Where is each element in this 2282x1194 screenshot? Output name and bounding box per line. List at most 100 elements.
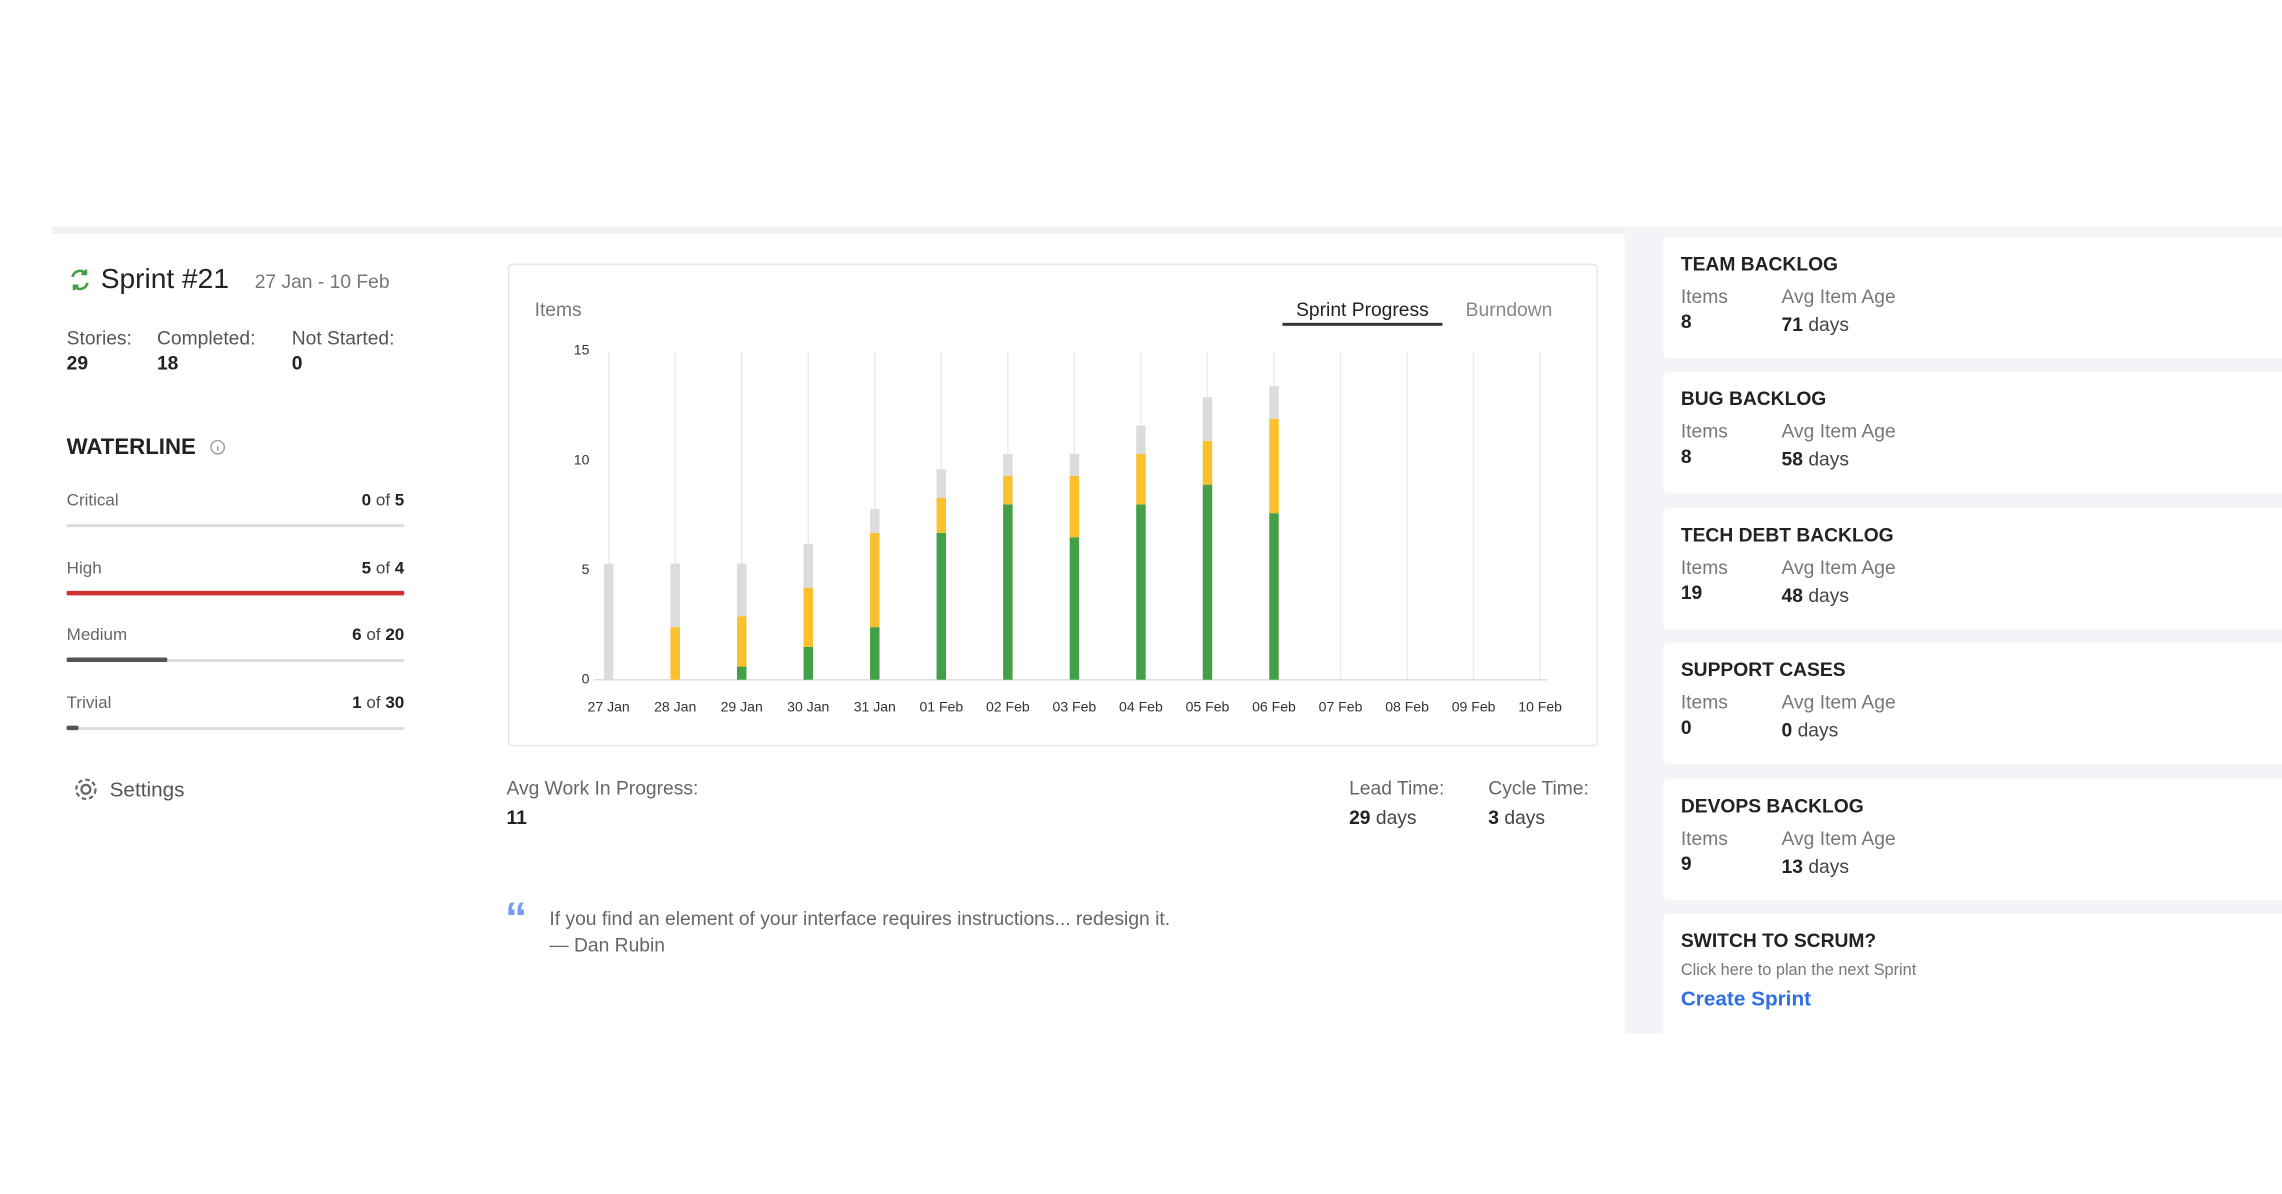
scrum-text: Click here to plan the next Sprint: [1681, 963, 1916, 979]
card-label: Avg Item Age: [1782, 422, 1896, 441]
bar-segment: [1202, 440, 1213, 485]
card-title: BUG BACKLOG: [1681, 389, 1826, 408]
card-label-part: Avg Item Age: [1781, 555, 1896, 578]
bar-segment: [1069, 537, 1080, 680]
create-sprint-link[interactable]: Create Sprint: [1681, 988, 1811, 1009]
bar-segment: [1003, 475, 1013, 505]
card-value-part: 8: [1680, 445, 1692, 468]
bar-segment: [870, 627, 880, 680]
bar-segment: [1269, 386, 1279, 419]
svg-text:“: “: [505, 894, 527, 943]
bar-segment: [803, 646, 813, 680]
info-icon: [210, 439, 226, 455]
bar-segment: [936, 532, 947, 680]
bar-segment: [736, 666, 747, 680]
card-value-part: days: [1797, 719, 1839, 742]
waterline-label-part: High: [66, 559, 102, 578]
tab[interactable]: Sprint Progress: [1296, 300, 1429, 319]
card-value-part: 9: [1680, 851, 1692, 874]
settings-link-part[interactable]: Settings: [109, 777, 185, 802]
bar-segment: [736, 616, 747, 667]
card-title: TECH DEBT BACKLOG: [1681, 525, 1894, 544]
x-tick-label: 30 Jan: [787, 699, 829, 715]
bar-segment: [603, 563, 614, 680]
tab-part[interactable]: Sprint Progress: [1296, 298, 1429, 321]
y-axis-label-part: Items: [534, 298, 582, 321]
waterline-count-part: of: [375, 492, 391, 510]
metric-value-part: days: [1375, 806, 1417, 829]
stat-label: Not Started:: [292, 328, 395, 347]
waterline-bar: [66, 590, 405, 595]
waterline-count-part: 6: [352, 627, 362, 646]
bar-segment: [1269, 418, 1279, 514]
card-value: 8: [1681, 312, 1692, 331]
x-tick-label: 28 Jan: [654, 699, 696, 715]
bar-segment: [736, 563, 747, 617]
waterline-count: 1 of 30: [352, 695, 405, 714]
quote-text-part: If you find an element of your interface…: [549, 907, 1171, 930]
y-tick-label: 15: [574, 342, 590, 358]
waterline-count: 6 of 20: [352, 627, 405, 646]
stat-label-part: Stories:: [66, 326, 132, 349]
card-value: 71 days: [1782, 315, 1849, 334]
quote-text: If you find an element of your interface…: [549, 909, 1170, 928]
stat-value: 18: [157, 353, 178, 372]
card-title-part: BUG BACKLOG: [1680, 387, 1827, 411]
card-label: Items: [1681, 693, 1728, 712]
waterline-label: Trivial: [67, 695, 112, 714]
bar-segment: [1003, 453, 1013, 476]
sprint-icon: [71, 269, 89, 291]
create-sprint-link-part[interactable]: Create Sprint: [1680, 986, 1812, 1010]
card-label-part: Avg Item Age: [1781, 285, 1896, 308]
waterline-label-part: Medium: [66, 627, 128, 646]
waterline-label: Medium: [66, 627, 128, 646]
card-title-part: DEVOPS BACKLOG: [1680, 793, 1864, 817]
bar-segment: [1003, 504, 1013, 680]
bar-segment: [803, 543, 813, 588]
tab-underline: [1282, 322, 1443, 326]
card-value: 9: [1681, 853, 1692, 872]
x-tick-label: 05 Feb: [1186, 699, 1230, 715]
waterline-label: Critical: [67, 492, 119, 511]
card-value-part: 58: [1781, 448, 1803, 471]
backlog-card: [1663, 236, 2282, 359]
card-title: SUPPORT CASES: [1681, 660, 1846, 679]
sprint-title-part: Sprint #21: [100, 264, 229, 296]
metric-value: 3 days: [1488, 808, 1545, 827]
waterline-count-part: 0: [361, 492, 372, 510]
metric-value-part: days: [1504, 806, 1546, 829]
metric-value-part: 29: [1349, 806, 1371, 829]
x-tick-label: 29 Jan: [721, 699, 763, 715]
sprint-dates-part: 27 Jan - 10 Feb: [254, 270, 390, 293]
settings-icon[interactable]: [75, 778, 97, 801]
waterline-count-part: of: [366, 695, 381, 713]
bar-segment: [1202, 396, 1213, 441]
bar-segment: [870, 532, 880, 628]
metric-value-part: 3: [1488, 806, 1500, 829]
waterline-bar: [66, 658, 168, 663]
waterline-count-part: of: [366, 627, 381, 646]
tab-part[interactable]: Burndown: [1465, 298, 1553, 321]
waterline-count-part: 20: [385, 627, 405, 646]
waterline-count-part: 5: [394, 492, 405, 510]
card-value: 58 days: [1782, 450, 1849, 469]
card-label: Avg Item Age: [1782, 557, 1896, 576]
settings-link[interactable]: Settings: [110, 779, 185, 800]
card-label-part: Items: [1680, 420, 1728, 443]
bar-segment: [1136, 504, 1146, 680]
scrum-text-part: Click here to plan the next Sprint: [1680, 961, 1917, 980]
scrum-card: [1663, 913, 2282, 1034]
card-value-part: days: [1808, 583, 1849, 607]
waterline-count-part: 30: [385, 695, 405, 713]
tab[interactable]: Burndown: [1466, 300, 1553, 319]
x-tick-label: 27 Jan: [588, 699, 630, 715]
stat-value-part: 29: [66, 351, 89, 374]
bar-segment: [1202, 484, 1213, 680]
waterline-title-part: WATERLINE: [66, 434, 196, 460]
bar-segment: [936, 469, 947, 498]
x-tick-label: 02 Feb: [986, 699, 1030, 715]
sprint-dates: 27 Jan - 10 Feb: [255, 272, 390, 291]
card-value: 48 days: [1782, 585, 1849, 604]
card-value-part: days: [1808, 448, 1849, 471]
